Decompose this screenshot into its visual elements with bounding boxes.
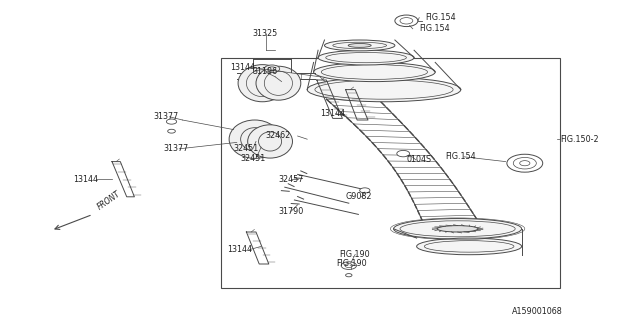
Circle shape bbox=[168, 129, 175, 133]
Text: FIG.154: FIG.154 bbox=[445, 152, 476, 161]
Ellipse shape bbox=[256, 66, 301, 100]
Text: FRONT: FRONT bbox=[96, 189, 122, 211]
Text: 13144: 13144 bbox=[227, 245, 252, 254]
Text: 13144: 13144 bbox=[230, 63, 255, 72]
Text: 32451: 32451 bbox=[234, 144, 259, 153]
Circle shape bbox=[264, 65, 280, 73]
Circle shape bbox=[395, 15, 418, 27]
Text: 32462: 32462 bbox=[266, 132, 291, 140]
Text: 13144: 13144 bbox=[320, 109, 345, 118]
Circle shape bbox=[341, 262, 356, 269]
Ellipse shape bbox=[437, 226, 478, 232]
Text: FIG.150-2: FIG.150-2 bbox=[560, 135, 598, 144]
Text: 31325: 31325 bbox=[253, 29, 278, 38]
Ellipse shape bbox=[229, 120, 280, 158]
Ellipse shape bbox=[394, 219, 522, 239]
Ellipse shape bbox=[318, 50, 414, 65]
Text: G9082: G9082 bbox=[346, 192, 372, 201]
Text: 31196: 31196 bbox=[253, 68, 278, 76]
Text: FIG.154: FIG.154 bbox=[419, 24, 450, 33]
Ellipse shape bbox=[238, 65, 287, 102]
Text: 0104S: 0104S bbox=[406, 156, 431, 164]
Ellipse shape bbox=[417, 238, 522, 255]
Ellipse shape bbox=[248, 125, 292, 158]
Ellipse shape bbox=[348, 44, 371, 47]
Circle shape bbox=[166, 119, 177, 124]
Text: FIG.190: FIG.190 bbox=[339, 250, 370, 259]
Ellipse shape bbox=[307, 77, 461, 102]
Ellipse shape bbox=[314, 62, 435, 82]
Text: A159001068: A159001068 bbox=[512, 308, 563, 316]
Text: 13144: 13144 bbox=[74, 175, 99, 184]
Text: FIG.154: FIG.154 bbox=[426, 13, 456, 22]
Text: 31377: 31377 bbox=[163, 144, 188, 153]
Ellipse shape bbox=[324, 40, 395, 51]
Text: FIG.190: FIG.190 bbox=[336, 260, 367, 268]
Circle shape bbox=[507, 154, 543, 172]
Text: 32457: 32457 bbox=[278, 175, 304, 184]
Text: 31790: 31790 bbox=[278, 207, 303, 216]
Circle shape bbox=[360, 188, 370, 193]
Bar bbox=[221, 58, 560, 288]
Text: 32451: 32451 bbox=[240, 154, 265, 163]
Text: 31377: 31377 bbox=[154, 112, 179, 121]
Circle shape bbox=[346, 274, 352, 277]
Circle shape bbox=[397, 150, 410, 157]
